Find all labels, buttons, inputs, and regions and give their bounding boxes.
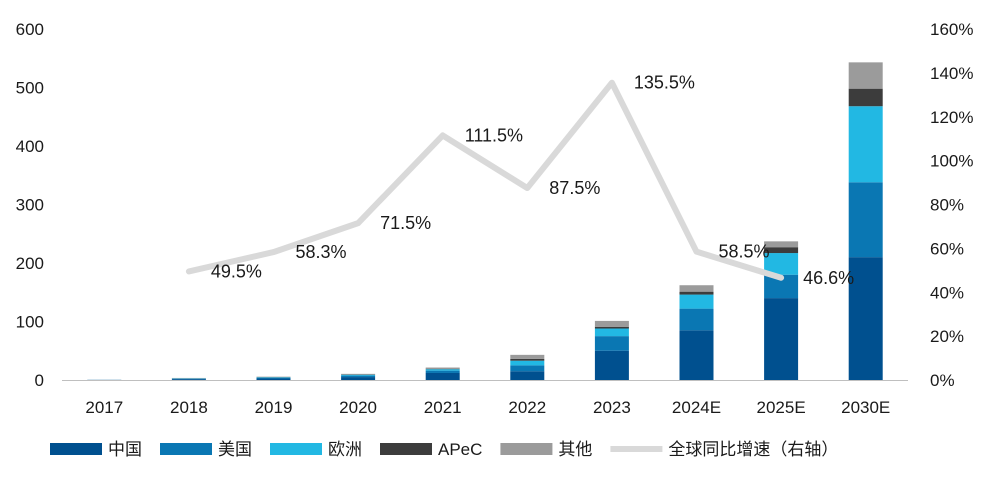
bar-segment (257, 378, 291, 379)
y-left-tick-label: 100 (16, 313, 44, 332)
legend-swatch (160, 443, 212, 455)
bar-segment (595, 327, 629, 329)
x-tick-label: 2018 (170, 398, 208, 417)
x-tick-label: 2017 (85, 398, 123, 417)
bar-segment (595, 329, 629, 337)
growth-data-label: 111.5% (465, 125, 523, 145)
bar-segment (426, 373, 460, 380)
growth-data-label: 135.5% (634, 73, 695, 93)
legend-label: 全球同比增速（右轴） (668, 440, 838, 459)
bar-segment (510, 365, 544, 371)
y-right-tick-label: 40% (930, 283, 964, 302)
x-tick-label: 2024E (672, 398, 721, 417)
bar-segment (849, 182, 883, 257)
y-right-tick-label: 20% (930, 327, 964, 346)
y-right-tick-label: 140% (930, 64, 973, 83)
growth-data-label: 58.5% (719, 242, 770, 262)
bars-layer (87, 62, 882, 380)
x-tick-label: 2020 (339, 398, 377, 417)
bar-segment (595, 351, 629, 380)
bar-segment (595, 321, 629, 327)
x-tick-label: 2030E (841, 398, 890, 417)
bar-segment (510, 371, 544, 380)
y-right-tick-label: 80% (930, 196, 964, 215)
bar-segment (510, 359, 544, 361)
bar-segment (341, 374, 375, 375)
bar-segment (426, 371, 460, 373)
bar-segment (680, 295, 714, 309)
legend: 中国 美国 欧洲 APeC 其他 全球同比增速（右轴） (50, 440, 838, 459)
y-right-tick-label: 60% (930, 239, 964, 258)
bar-segment (257, 379, 291, 380)
growth-data-label: 49.5% (211, 261, 262, 281)
legend-label: 其他 (558, 440, 592, 459)
x-tick-label: 2021 (424, 398, 462, 417)
axis-layer: 2017 2018 2019 2020 2021 2022 2023 2024E 2025E 20… (16, 20, 974, 417)
bar-segment (510, 361, 544, 366)
y-left-tick-label: 300 (16, 196, 44, 215)
y-left-tick-label: 500 (16, 79, 44, 98)
bar-segment (595, 336, 629, 351)
bar-segment (849, 89, 883, 107)
bar-segment (510, 355, 544, 359)
legend-swatch (270, 443, 322, 455)
legend-label: 欧洲 (328, 440, 362, 459)
bar-segment (172, 379, 206, 380)
bar-segment (341, 375, 375, 376)
x-tick-label: 2025E (757, 398, 806, 417)
growth-data-label: 58.3% (296, 242, 347, 262)
y-left-tick-label: 600 (16, 20, 44, 39)
bar-segment (680, 330, 714, 380)
y-left-tick-label: 0 (35, 371, 44, 390)
legend-swatch (380, 443, 432, 455)
growth-line-layer: 49.5% 58.3% 71.5% 111.5% 87.5% 135.5% 58.5% 46.… (189, 73, 854, 288)
y-left-tick-label: 200 (16, 254, 44, 273)
y-right-tick-label: 0% (930, 371, 955, 390)
x-tick-label: 2019 (255, 398, 293, 417)
legend-label: 中国 (108, 440, 142, 459)
growth-line (189, 83, 781, 278)
bar-segment (426, 368, 460, 369)
x-tick-label: 2023 (593, 398, 631, 417)
growth-data-label: 71.5% (380, 213, 431, 233)
growth-data-label: 46.6% (803, 268, 854, 288)
y-right-tick-label: 100% (930, 152, 973, 171)
growth-data-label: 87.5% (549, 178, 600, 198)
bar-segment (341, 377, 375, 380)
y-right-tick-label: 160% (930, 20, 973, 39)
legend-swatch (500, 443, 552, 455)
bar-segment (341, 376, 375, 377)
bar-segment (849, 62, 883, 88)
legend-label: 美国 (218, 440, 252, 459)
legend-swatch (50, 443, 102, 455)
bar-segment (680, 309, 714, 331)
y-right-tick-label: 120% (930, 108, 973, 127)
bar-segment (426, 369, 460, 370)
y-left-tick-label: 400 (16, 137, 44, 156)
legend-label: APeC (438, 440, 482, 459)
x-tick-label: 2022 (508, 398, 546, 417)
bar-segment (680, 285, 714, 291)
bar-segment (680, 292, 714, 295)
bar-segment (764, 298, 798, 380)
bar-segment (849, 106, 883, 182)
